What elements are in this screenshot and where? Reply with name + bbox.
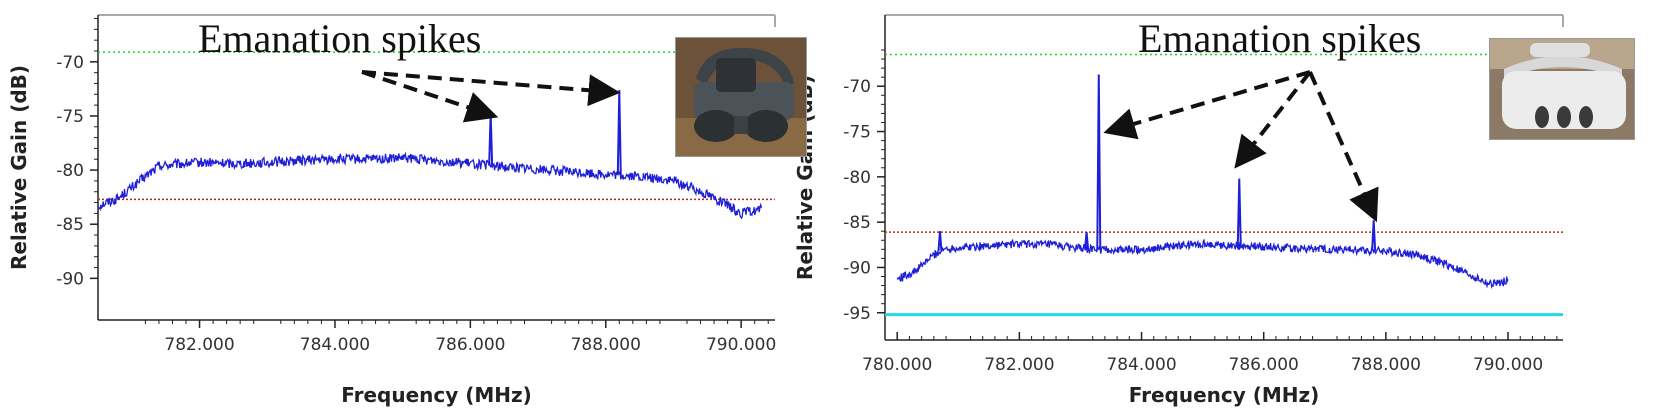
spectrum-trace [97,151,763,220]
x-tick-label: 784.000 [300,335,370,355]
annotation-arrow [361,70,499,123]
emanation-spike [1371,220,1377,251]
x-axis-label: Frequency (MHz) [341,383,532,407]
x-tick-label: 790.000 [1473,355,1543,375]
x-tick-label: 780.000 [862,355,932,375]
y-tick-label: -90 [56,269,84,289]
left-chart-panel: -90 -85 -80 -75 -70 782.000 784.000 786.000 788.… [7,14,776,407]
y-tick-label: -75 [843,123,871,143]
emanation-spike [1084,232,1090,249]
y-axis-label: Relative Gain (dB) [7,65,31,270]
emanation-spike [1096,74,1102,250]
y-tick-label: -70 [843,77,871,97]
annotation-arrow [1308,71,1379,223]
right-chart-panel: -95 -90 -85 -80 -75 -70 780.000 782.000 784.000 7… [793,14,1564,407]
emanation-spike [937,231,943,252]
y-tick-label: -90 [843,258,871,278]
x-tick-label: 786.000 [1229,355,1299,375]
x-tick-label: 790.000 [706,335,776,355]
emanation-spikes-label: Emanation spikes [198,16,481,61]
annotation-arrow [1234,70,1312,169]
emanation-spike [488,112,494,166]
x-tick-label: 788.000 [571,335,641,355]
spectrum-trace [896,238,1509,290]
emanation-spike [616,89,622,176]
y-tick-label: -80 [843,168,871,188]
emanation-spikes-label: Emanation spikes [1138,16,1421,61]
x-tick-label: 784.000 [1106,355,1176,375]
y-tick-label: -80 [56,161,84,181]
x-axis-label: Frequency (MHz) [1129,383,1320,407]
y-tick-label: -85 [56,215,84,235]
y-tick-label: -85 [843,213,871,233]
emanation-spike [1236,178,1242,246]
headset-white-photo [1489,38,1635,140]
x-tick-label: 786.000 [435,335,505,355]
y-tick-label: -70 [56,53,84,73]
x-tick-label: 782.000 [164,335,234,355]
y-tick-label: -95 [843,304,871,324]
annotation-arrow [361,70,621,107]
x-tick-label: 788.000 [1351,355,1421,375]
annotation-arrow [1103,70,1311,140]
y-tick-label: -75 [56,107,84,127]
headset-dark-photo [675,37,807,157]
x-tick-label: 782.000 [984,355,1054,375]
